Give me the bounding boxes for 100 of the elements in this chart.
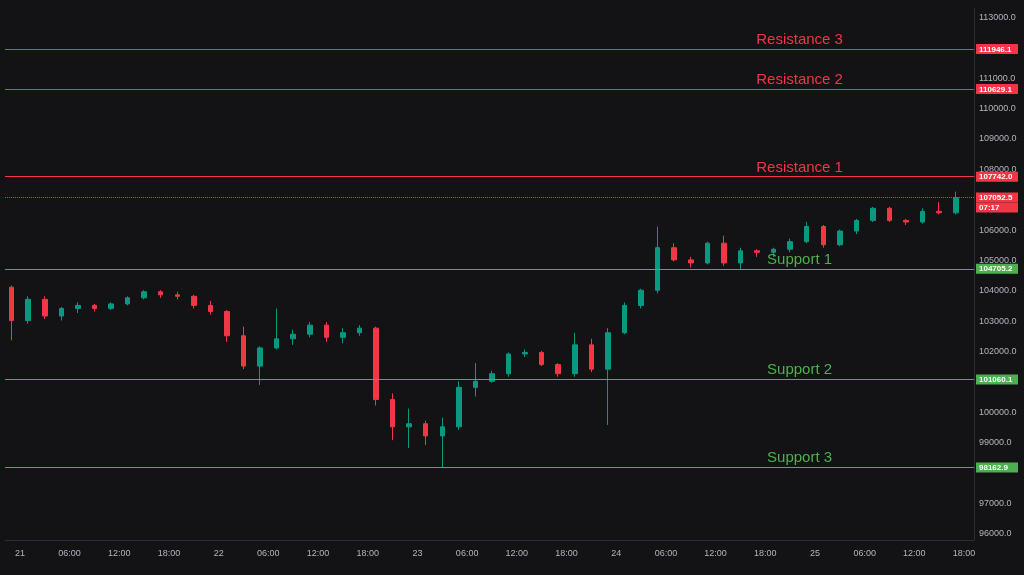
candlestick	[440, 417, 445, 468]
candlestick	[158, 289, 163, 299]
candlestick	[870, 206, 876, 223]
x-tick-label: 12:00	[108, 547, 131, 558]
x-tick-label: 22	[213, 547, 224, 558]
candlestick	[357, 324, 362, 337]
x-tick-label: 06:00	[455, 547, 479, 558]
text: 07:17	[979, 203, 1001, 213]
x-tick-label: 23	[412, 547, 423, 558]
y-tick-label: 96000.0	[979, 528, 1012, 539]
candlestick	[456, 380, 462, 431]
candlestick	[953, 191, 959, 215]
y-tick-label: 110000.0	[979, 103, 1016, 114]
candlestick	[920, 207, 925, 224]
candlestick	[406, 408, 412, 449]
x-tick-label: 12:00	[505, 547, 529, 558]
y-tick-label: 111000.0	[979, 72, 1016, 83]
text: 104705.2	[979, 264, 1013, 274]
candlestick	[9, 285, 14, 341]
candlestick	[25, 295, 31, 325]
x-tick-label: 06:00	[654, 547, 678, 558]
ref-line-label: Resistance 2	[756, 70, 843, 88]
candlestick	[887, 206, 892, 223]
candlestick	[787, 238, 793, 253]
x-tick-label: 25	[809, 547, 820, 558]
y-tick-label: 113000.0	[979, 12, 1016, 23]
candlestick	[655, 226, 660, 294]
x-tick-label: 06:00	[257, 547, 280, 558]
x-tick-label: 12:00	[306, 547, 330, 558]
candlestick	[903, 218, 909, 226]
y-tick-label: 105000.0	[979, 254, 1017, 265]
ref-line-label: Resistance 1	[756, 157, 843, 175]
x-tick-label: 18:00	[356, 547, 380, 558]
y-tick-label: 104000.0	[979, 285, 1017, 296]
candlestick	[75, 301, 81, 314]
x-tick-label: 18:00	[754, 547, 777, 558]
y-tick-label: 100000.0	[979, 406, 1017, 417]
x-tick-label: 24	[611, 547, 622, 558]
candlestick	[605, 327, 611, 426]
y-tick-label: 106000.0	[979, 224, 1017, 235]
x-tick-label: 18:00	[952, 547, 976, 558]
candlestick	[175, 291, 180, 300]
text: 107742.0	[979, 172, 1013, 182]
candlestick	[340, 327, 346, 344]
x-tick-label: 06:00	[58, 547, 81, 558]
x-tick-label: 12:00	[903, 547, 926, 558]
candlestick	[622, 301, 627, 335]
candlestick	[390, 392, 395, 441]
candlestick	[721, 235, 727, 267]
candlestick	[208, 300, 213, 316]
text: 98162.9	[979, 462, 1009, 472]
candlestick	[555, 362, 561, 378]
candlestick	[92, 303, 97, 312]
candlestick	[59, 306, 64, 322]
candlestick	[671, 242, 677, 262]
ref-line-label: Support 1	[767, 249, 833, 267]
candlestick	[936, 201, 942, 215]
candlestick	[274, 307, 279, 350]
y-tick-label: 108000.0	[979, 163, 1017, 174]
candlestick	[108, 301, 114, 311]
text: 101060.1	[979, 374, 1013, 384]
x-tick-label: 06:00	[853, 547, 876, 558]
candlestick	[307, 321, 313, 338]
x-tick-label: 12:00	[704, 547, 727, 558]
y-tick-label: 103000.0	[979, 315, 1017, 326]
y-tick-label: 109000.0	[979, 133, 1017, 144]
candlestick	[42, 295, 48, 320]
candlestick	[290, 329, 296, 346]
candlestick	[506, 351, 511, 378]
candlestick	[539, 350, 544, 367]
ref-line-label: Resistance 3	[756, 30, 843, 48]
y-tick-label: 102000.0	[979, 345, 1017, 356]
candlestick	[257, 345, 263, 386]
x-tick-label: 18:00	[555, 547, 578, 558]
candlestick	[373, 326, 379, 407]
y-tick-label: 99000.0	[979, 436, 1012, 447]
candlestick	[837, 229, 843, 247]
candlestick	[224, 309, 230, 343]
candlestick	[141, 289, 147, 300]
candlestick	[423, 420, 428, 446]
text: 107052.5	[979, 193, 1013, 203]
candlestick	[705, 241, 710, 265]
text: 111946.1	[979, 44, 1013, 54]
candlestick	[638, 288, 644, 309]
x-tick-label: 21	[14, 547, 25, 558]
candlestick	[125, 295, 130, 306]
candlestick	[191, 294, 197, 309]
x-tick-label: 18:00	[157, 547, 181, 558]
candlestick	[473, 362, 478, 397]
candlestick	[854, 218, 859, 235]
candlestick	[738, 247, 743, 270]
candlestick	[522, 348, 528, 358]
candlestick	[754, 248, 760, 258]
ref-line-label: Support 2	[767, 360, 833, 378]
candlestick	[589, 338, 594, 373]
candlestick	[324, 321, 329, 343]
text: 110629.1	[979, 84, 1013, 94]
candlestick	[688, 256, 694, 268]
ref-line-label: Support 3	[767, 448, 833, 466]
candlestick	[804, 221, 809, 244]
